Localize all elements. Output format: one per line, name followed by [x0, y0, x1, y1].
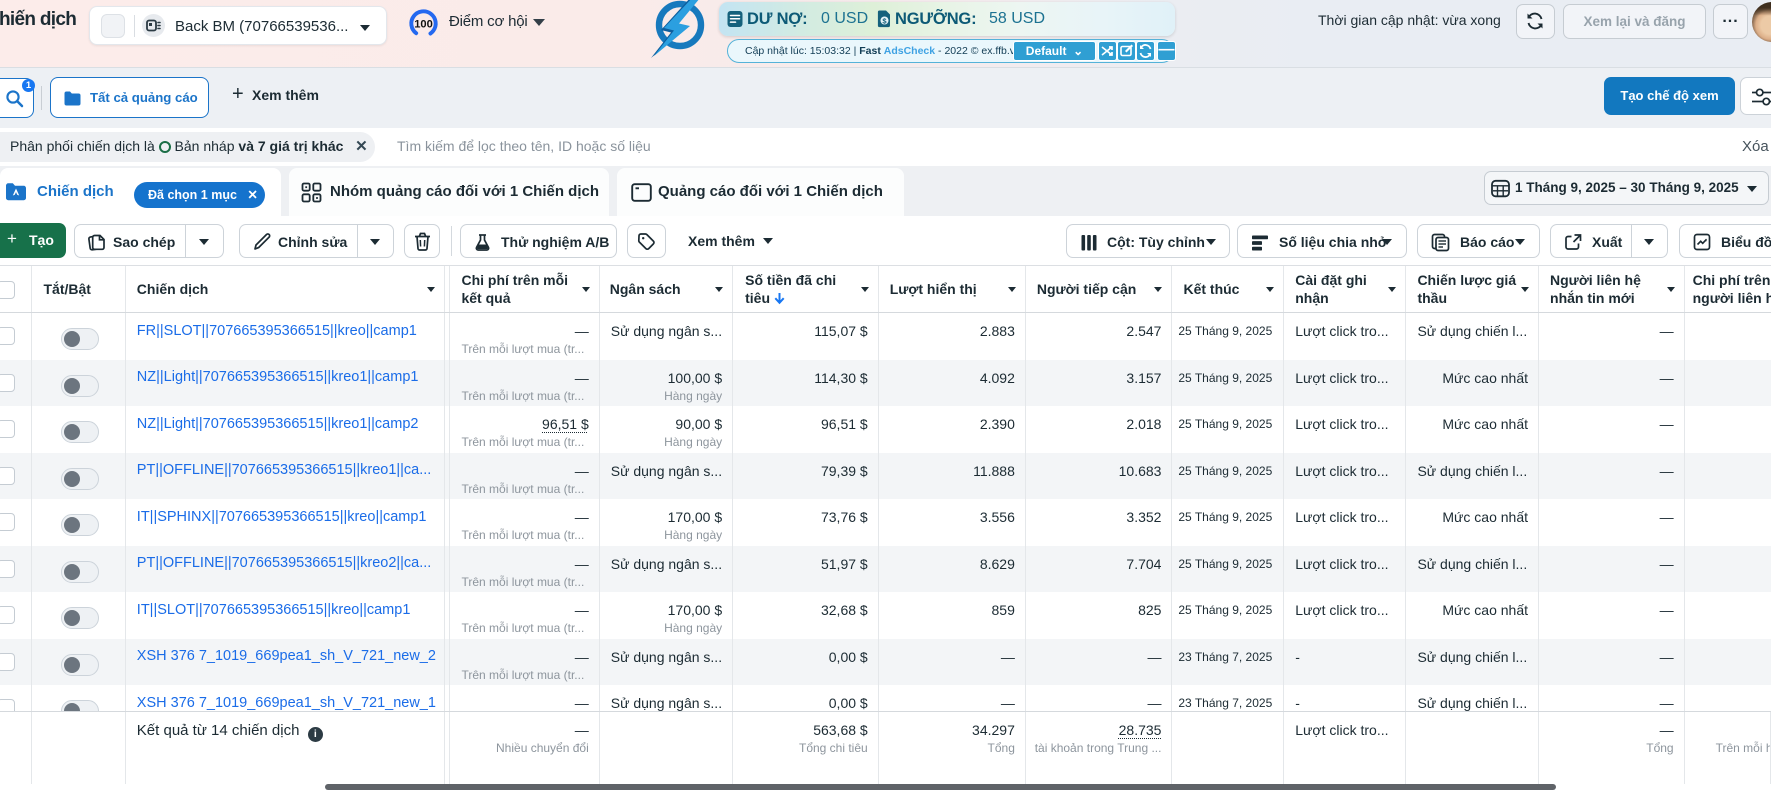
svg-text:100: 100	[414, 19, 433, 31]
svg-text:$: $	[882, 16, 887, 25]
